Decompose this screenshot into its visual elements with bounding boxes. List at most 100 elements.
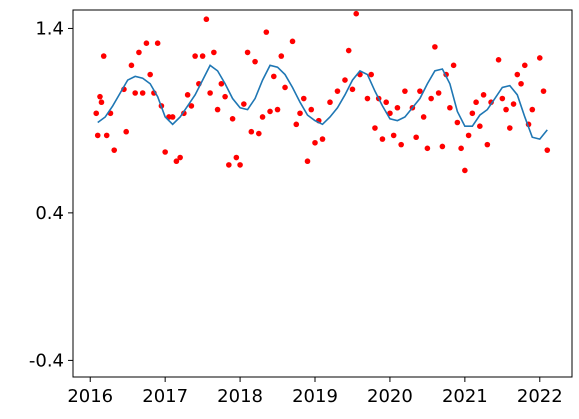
point [278, 53, 285, 59]
point [97, 93, 103, 100]
point [267, 108, 273, 115]
point [417, 88, 423, 94]
point [282, 84, 288, 91]
point [123, 128, 129, 135]
point [248, 128, 255, 135]
y-tick-label: -0.4 [29, 350, 64, 371]
x-tick-label: 2021 [442, 386, 488, 407]
point [177, 154, 183, 161]
point [424, 145, 431, 152]
point [394, 104, 401, 111]
point [398, 141, 404, 148]
point [103, 132, 110, 139]
x-tick-label: 2016 [67, 386, 113, 407]
point [308, 106, 315, 113]
point [199, 53, 206, 59]
point [462, 167, 468, 174]
point [372, 125, 378, 131]
point [274, 106, 281, 113]
point [241, 101, 247, 107]
point [495, 56, 502, 63]
point [529, 106, 536, 113]
point [218, 80, 225, 87]
plot-frame [72, 9, 573, 378]
x-tick-label: 2018 [217, 386, 263, 407]
point [450, 62, 457, 69]
point [300, 95, 307, 102]
point [297, 110, 303, 117]
point [222, 93, 228, 100]
point [327, 99, 333, 106]
point [147, 71, 153, 78]
point [293, 121, 300, 128]
point [100, 53, 107, 59]
point [203, 16, 210, 23]
point [469, 110, 476, 117]
point [162, 149, 168, 155]
point [289, 38, 296, 45]
point [93, 110, 100, 117]
point [454, 119, 461, 126]
point [252, 58, 258, 65]
point [484, 141, 491, 148]
point [379, 136, 386, 142]
point [128, 62, 135, 69]
point [211, 49, 217, 56]
point [244, 49, 251, 56]
point [188, 103, 195, 109]
y-tick-label: 1.4 [35, 18, 64, 39]
point [473, 99, 479, 106]
point [214, 106, 221, 113]
point [173, 158, 180, 165]
point [229, 116, 236, 122]
point [368, 71, 375, 78]
point [480, 92, 487, 98]
point [439, 143, 446, 150]
point [345, 47, 352, 54]
point [435, 90, 442, 96]
point [154, 40, 161, 46]
point [139, 90, 146, 96]
point [143, 40, 150, 46]
point [98, 99, 105, 106]
point [270, 73, 277, 80]
point [364, 95, 371, 102]
point [256, 130, 262, 137]
point [432, 44, 438, 50]
point [304, 158, 311, 165]
x-tick-label: 2020 [367, 386, 413, 407]
point [136, 49, 142, 56]
point [521, 62, 528, 69]
point [428, 95, 434, 102]
point [349, 86, 356, 93]
point [353, 10, 360, 17]
point [518, 80, 524, 87]
point [169, 114, 176, 120]
point [465, 132, 472, 139]
point [207, 90, 213, 96]
point [192, 53, 198, 59]
x-tick-label: 2019 [292, 386, 338, 407]
point [111, 147, 118, 153]
point [342, 77, 348, 83]
point [499, 95, 506, 102]
point [503, 106, 509, 113]
point [402, 88, 408, 94]
point [184, 92, 191, 98]
point [510, 101, 517, 107]
point [390, 132, 397, 139]
point [312, 139, 318, 146]
point [237, 162, 243, 168]
point [458, 145, 464, 152]
point [477, 123, 483, 129]
point [383, 99, 389, 106]
point [536, 55, 543, 61]
point [334, 88, 341, 94]
point [387, 110, 393, 117]
point [259, 114, 266, 120]
point [132, 90, 138, 96]
point [319, 136, 326, 142]
point [514, 71, 521, 78]
point [544, 147, 551, 153]
